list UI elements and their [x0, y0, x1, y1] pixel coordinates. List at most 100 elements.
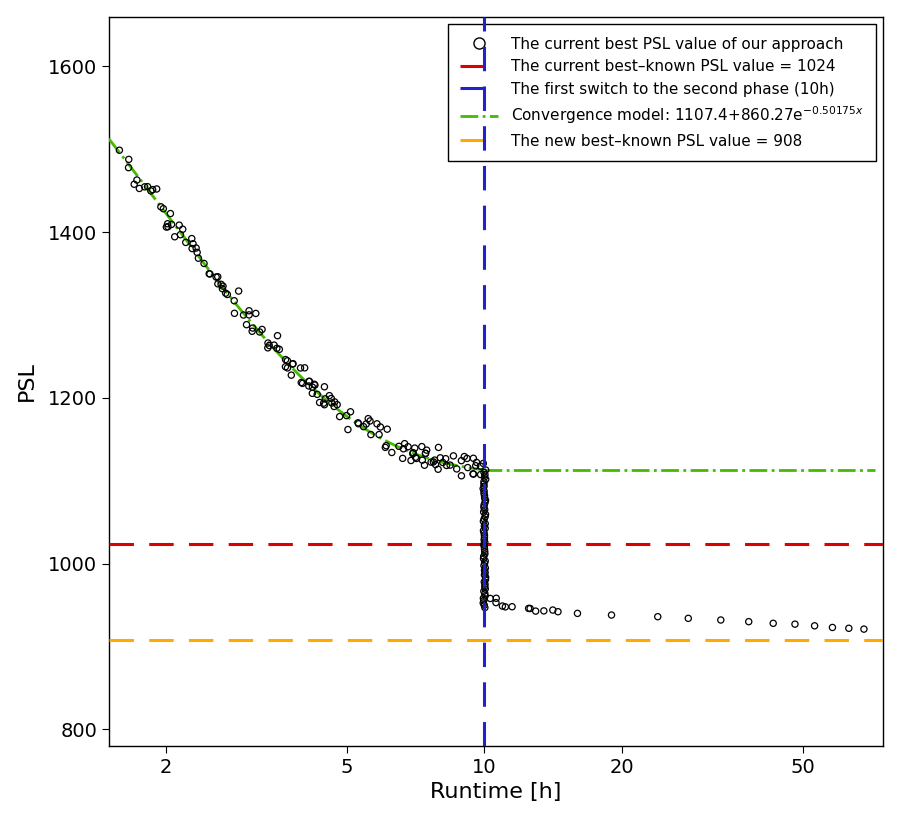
Point: [477, 486, 491, 500]
Point: [489, 596, 503, 609]
Point: [476, 505, 491, 518]
Point: [160, 217, 175, 230]
Point: [278, 353, 293, 366]
Point: [211, 270, 225, 283]
Point: [825, 621, 840, 634]
Point: [528, 604, 543, 618]
Point: [460, 452, 474, 465]
Point: [219, 287, 233, 300]
Point: [495, 600, 509, 613]
Point: [351, 416, 365, 429]
Point: [478, 601, 492, 614]
Point: [220, 288, 235, 301]
Point: [571, 607, 585, 620]
Point: [214, 278, 229, 291]
Point: [286, 357, 301, 370]
Point: [406, 447, 420, 460]
Point: [307, 378, 321, 391]
Point: [478, 503, 492, 516]
Point: [305, 387, 320, 400]
Point: [325, 396, 339, 410]
Point: [395, 452, 410, 465]
Point: [478, 468, 492, 482]
Point: [477, 543, 491, 556]
Point: [536, 604, 551, 618]
Point: [476, 596, 491, 609]
Point: [842, 622, 856, 635]
Point: [431, 441, 446, 454]
Point: [255, 323, 269, 336]
Point: [477, 599, 491, 612]
Point: [428, 458, 443, 471]
Point: [293, 361, 308, 374]
Point: [477, 541, 491, 554]
Point: [332, 410, 347, 423]
Point: [446, 450, 461, 463]
Point: [127, 178, 141, 191]
Point: [477, 484, 491, 497]
Point: [294, 376, 309, 389]
Point: [302, 379, 316, 392]
Point: [476, 482, 491, 495]
Point: [242, 308, 256, 321]
Point: [454, 454, 469, 467]
Point: [438, 452, 453, 465]
Point: [112, 143, 127, 156]
Point: [418, 446, 433, 459]
Point: [398, 437, 412, 450]
Point: [766, 617, 780, 630]
Point: [392, 440, 406, 453]
Point: [285, 358, 300, 371]
Point: [189, 242, 203, 255]
Point: [239, 318, 254, 331]
Point: [308, 378, 322, 391]
Point: [351, 417, 365, 430]
Point: [477, 477, 491, 491]
Point: [478, 561, 492, 574]
Point: [190, 246, 204, 259]
Point: [138, 180, 152, 193]
Point: [424, 455, 438, 468]
Point: [742, 615, 756, 628]
Point: [477, 470, 491, 483]
Point: [457, 450, 472, 463]
Point: [228, 307, 242, 320]
Point: [476, 552, 491, 565]
Point: [202, 268, 217, 281]
Point: [245, 324, 259, 337]
Point: [479, 571, 493, 584]
Point: [476, 594, 491, 607]
Point: [215, 283, 230, 296]
Point: [477, 480, 491, 493]
Point: [149, 183, 164, 196]
Point: [478, 547, 492, 560]
Point: [436, 456, 450, 469]
Point: [361, 412, 375, 425]
Point: [178, 236, 193, 249]
Point: [242, 304, 256, 317]
Point: [400, 440, 415, 453]
X-axis label: Runtime [h]: Runtime [h]: [430, 782, 562, 803]
Point: [418, 459, 432, 472]
Point: [146, 183, 160, 197]
Point: [433, 451, 447, 464]
Point: [788, 618, 802, 631]
Point: [478, 580, 492, 593]
Point: [476, 515, 491, 528]
Point: [477, 475, 491, 488]
Point: [478, 582, 492, 595]
Point: [473, 468, 488, 481]
Point: [477, 550, 491, 563]
Point: [324, 392, 338, 405]
Point: [479, 473, 493, 486]
Point: [477, 576, 491, 589]
Point: [477, 500, 491, 514]
Point: [248, 307, 263, 320]
Point: [604, 609, 618, 622]
Point: [317, 396, 331, 410]
Point: [498, 600, 512, 613]
Point: [478, 587, 492, 600]
Point: [356, 420, 371, 433]
Point: [461, 461, 475, 474]
Point: [302, 375, 316, 388]
